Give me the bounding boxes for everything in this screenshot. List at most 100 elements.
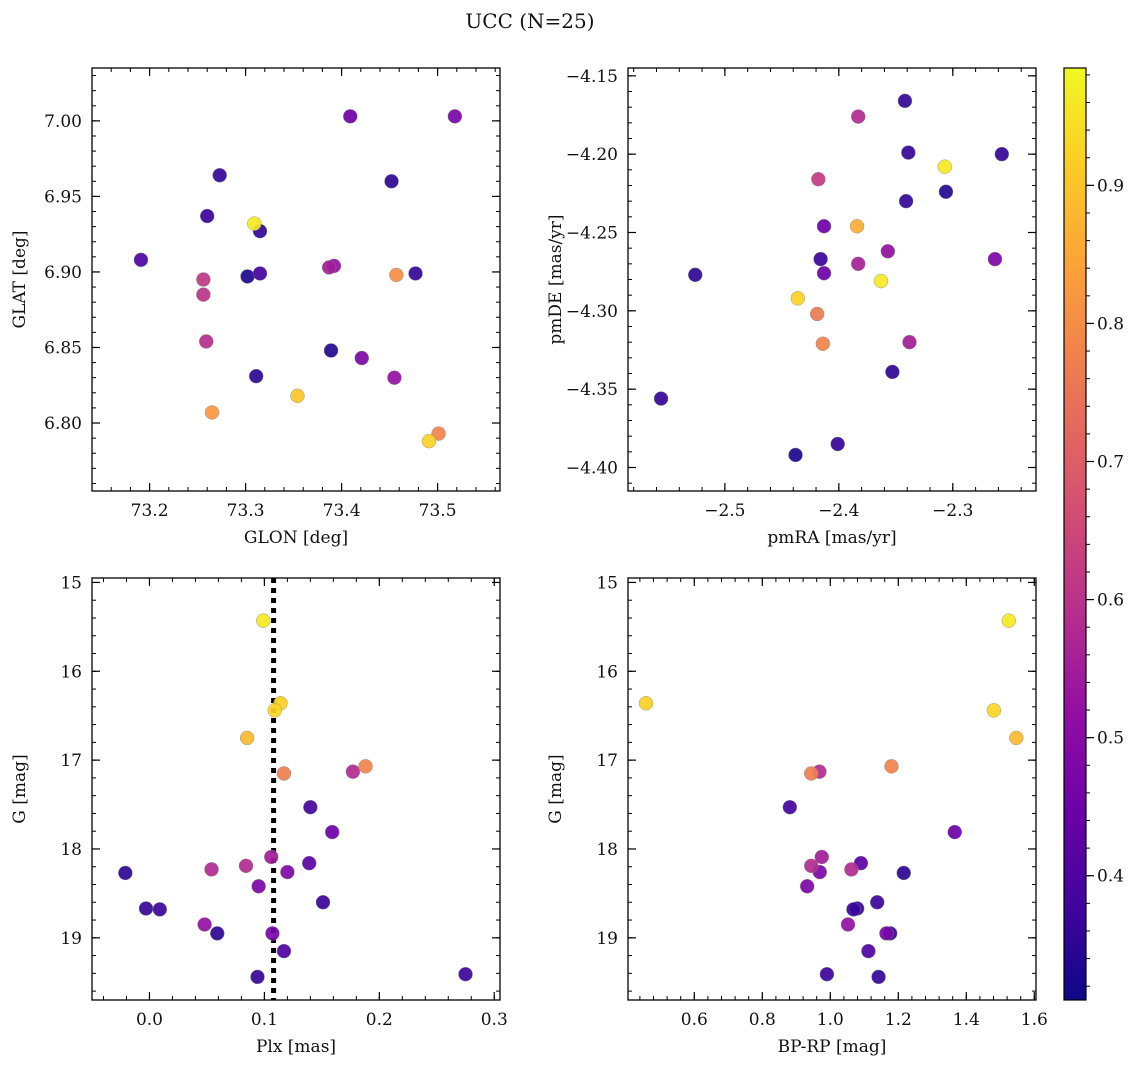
panel-glon-glat: 73.2 73.3 73.4 73.5 6.80 6.85 6.90 6.95 7.00 GLON… <box>10 67 501 548</box>
scatter-point <box>1009 730 1024 746</box>
scatter-point <box>947 824 962 840</box>
scatter-point <box>851 256 866 272</box>
y-tick-label: 6.90 <box>44 263 82 283</box>
figure-title: UCC (N=25) <box>465 9 594 33</box>
colorbar-tick-label: 0.5 <box>1097 729 1124 749</box>
scatter-point <box>204 862 219 877</box>
scatter-point <box>325 824 340 840</box>
scatter-point <box>358 759 373 774</box>
y-axis-label: GLAT [deg] <box>10 230 30 328</box>
scatter-point <box>816 219 832 234</box>
scatter-point <box>1001 613 1016 628</box>
colorbar-tick-label: 0.4 <box>1097 867 1124 887</box>
scatter-point <box>431 426 446 441</box>
scatter-point <box>276 766 292 781</box>
colorbar-tick-label: 0.8 <box>1097 314 1124 334</box>
scatter-point <box>851 109 866 124</box>
y-tick-label: −4.25 <box>566 224 618 244</box>
scatter-point <box>811 172 826 187</box>
scatter-point <box>199 208 215 224</box>
scatter-point <box>879 926 894 941</box>
scatter-point <box>264 849 279 865</box>
y-tick-label: 19 <box>596 929 618 949</box>
scatter-point <box>937 159 953 174</box>
scatter-point <box>840 917 856 932</box>
scatter-point <box>653 391 669 406</box>
scatter-point <box>389 267 404 283</box>
x-axis-label: Plx [mas] <box>256 1037 336 1057</box>
axes-frame <box>627 67 1037 492</box>
x-tick-label: 73.2 <box>131 501 169 521</box>
scatter-point <box>343 109 358 124</box>
scatter-point <box>788 447 803 463</box>
axes-frame <box>91 577 501 1001</box>
scatter-point <box>240 269 255 284</box>
scatter-point <box>819 967 835 982</box>
scatter-point <box>239 730 255 746</box>
x-tick-label: −2.5 <box>704 501 745 521</box>
x-tick-label: 1.0 <box>817 1010 844 1030</box>
y-tick-label: 6.80 <box>44 414 82 434</box>
scatter-point <box>986 703 1002 718</box>
scatter-point <box>873 273 889 289</box>
scatter-point <box>138 901 154 916</box>
scatter-point <box>251 879 266 894</box>
scatter-point <box>813 251 828 267</box>
scatter-point <box>638 696 654 711</box>
scatter-point <box>238 858 254 874</box>
x-tick-label: 1.4 <box>953 1010 980 1030</box>
x-tick-label: 73.3 <box>227 501 265 521</box>
axes-frame <box>91 67 501 492</box>
x-axis-label: GLON [deg] <box>244 528 348 548</box>
scatter-point <box>688 267 703 282</box>
scatter-point <box>321 260 337 275</box>
x-tick-label: 1.2 <box>885 1010 912 1030</box>
scatter-point <box>323 343 339 358</box>
x-tick-label: 0.0 <box>136 1010 163 1030</box>
scatter-point <box>152 902 168 917</box>
scatter-point <box>816 266 832 281</box>
scatter-point <box>897 93 913 109</box>
scatter-point <box>197 917 212 932</box>
y-tick-label: 16 <box>60 662 82 682</box>
scatter-point <box>196 287 211 302</box>
y-tick-label: −4.35 <box>566 380 618 400</box>
scatter-point <box>849 219 865 234</box>
scatter-point <box>815 336 831 351</box>
x-tick-label: 0.1 <box>251 1010 278 1030</box>
scatter-point <box>938 184 954 199</box>
y-tick-label: 6.95 <box>44 187 82 207</box>
y-tick-label: 7.00 <box>44 112 82 132</box>
x-tick-label: 0.6 <box>681 1010 708 1030</box>
scatter-point <box>790 291 806 306</box>
y-tick-label: 17 <box>60 751 82 771</box>
scatter-point <box>250 969 265 985</box>
y-tick-label: 19 <box>60 929 82 949</box>
scatter-point <box>118 865 133 881</box>
scatter-point <box>782 800 798 815</box>
scatter-point <box>256 613 271 628</box>
scatter-point <box>247 216 262 231</box>
scatter-point <box>354 350 369 366</box>
x-axis-label: pmRA [mas/yr] <box>767 528 896 548</box>
scatter-point <box>248 368 264 384</box>
scatter-point <box>871 969 886 985</box>
y-axis-label: G [mag] <box>546 754 566 823</box>
y-tick-label: 6.85 <box>44 338 82 358</box>
scatter-point <box>799 879 815 894</box>
y-tick-label: −4.15 <box>566 67 618 87</box>
scatter-point <box>898 193 914 209</box>
colorbar-gradient-bar <box>1063 67 1087 1001</box>
panel-plx-g: 0.0 0.1 0.2 0.3 15 16 17 18 19 Plx [mas] G [mag] <box>10 573 508 1057</box>
x-axis-label: BP-RP [mag] <box>778 1037 887 1057</box>
scatter-point <box>210 926 225 941</box>
scatter-point <box>870 895 885 910</box>
scatter-point <box>896 865 911 881</box>
y-tick-label: −4.30 <box>566 302 618 322</box>
y-tick-label: −4.40 <box>566 459 618 479</box>
colorbar: 0.4 0.5 0.6 0.7 0.8 0.9 <box>1063 67 1124 1001</box>
scatter-point <box>902 334 917 350</box>
scatter-point <box>880 244 896 259</box>
scatter-point <box>204 405 220 420</box>
